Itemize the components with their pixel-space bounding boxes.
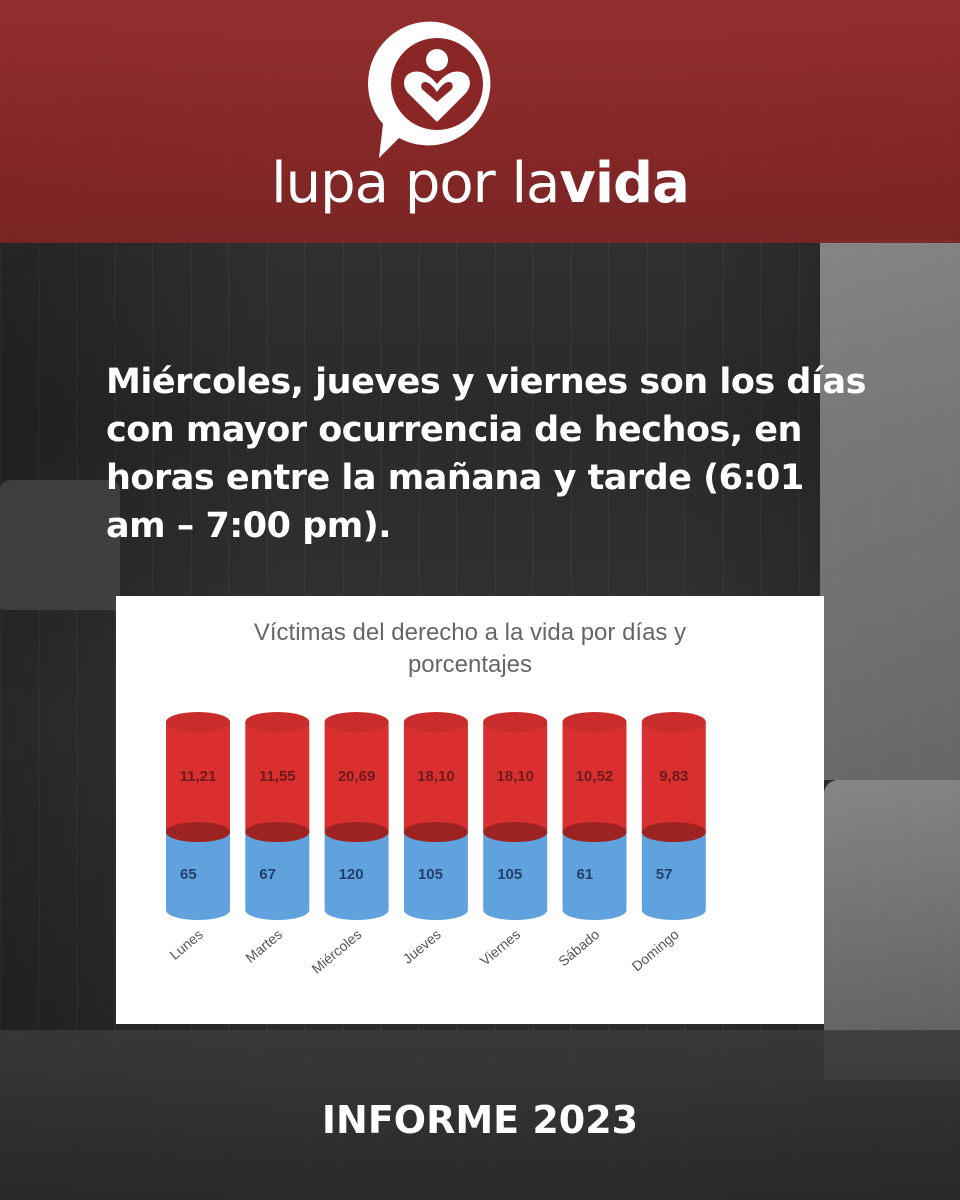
bar-blue-segment [483, 832, 548, 920]
bar-blue-segment [641, 832, 706, 920]
bar-blue-label: 57 [656, 866, 673, 883]
chart-title-line-1: Víctimas del derecho a la vida por días … [254, 619, 686, 646]
category-label: Sábado [555, 926, 602, 969]
background-house [820, 240, 960, 780]
bar-column-4: 18,10 105 Viernes [477, 712, 548, 969]
bar-blue-segment [324, 832, 389, 920]
bar-top-cap [403, 712, 468, 732]
bar-red-segment [562, 722, 627, 842]
bar-red-segment [483, 722, 548, 842]
bar-segment-joint [245, 822, 310, 842]
bar-blue-label: 61 [577, 866, 594, 883]
bar-red-segment [324, 722, 389, 842]
bar-red-label: 11,55 [259, 768, 296, 785]
bar-red-label: 11,21 [180, 768, 217, 785]
bars-group: 11,21 65 Lunes 11,55 67 Martes 20,69 120 Miércol… [166, 712, 706, 977]
bar-top-cap [641, 712, 706, 732]
bar-blue-segment [403, 832, 468, 920]
header-band [0, 0, 960, 243]
category-label: Jueves [400, 926, 444, 967]
bar-top-cap [562, 712, 627, 732]
category-label: Lunes [166, 926, 206, 963]
bar-segment-joint [403, 822, 468, 842]
bar-top-cap [483, 712, 548, 732]
bar-segment-joint [324, 822, 389, 842]
category-label: Viernes [477, 926, 523, 969]
bar-red-segment [245, 722, 310, 842]
bar-blue-segment [562, 832, 627, 920]
bar-column-6: 9,83 57 Domingo [629, 712, 706, 974]
bar-segment-joint [641, 822, 706, 842]
bar-red-label: 18,10 [417, 768, 455, 785]
bar-column-3: 18,10 105 Jueves [400, 712, 468, 967]
bar-blue-segment [245, 832, 310, 920]
bar-red-segment [166, 722, 230, 842]
category-label: Martes [242, 926, 285, 966]
brand-part-por-la: por la [404, 151, 561, 216]
brand-wordmark: lupa por lavida [0, 150, 960, 218]
bar-top-cap [324, 712, 389, 732]
brand-part-vida: vida [559, 151, 690, 216]
bar-blue-label: 67 [259, 866, 276, 883]
brand-part-lupa: lupa [271, 151, 389, 216]
category-label: Domingo [629, 926, 682, 974]
chart-title-line-2: porcentajes [408, 651, 532, 678]
bar-column-1: 11,55 67 Martes [242, 712, 310, 966]
bar-chart: Víctimas del derecho a la vida por días … [166, 619, 706, 977]
bar-red-label: 20,69 [338, 768, 376, 785]
bar-blue-label: 105 [418, 866, 443, 883]
bar-blue-segment [166, 832, 230, 920]
bar-column-0: 11,21 65 Lunes [166, 712, 230, 963]
bar-red-segment [403, 722, 468, 842]
bar-red-label: 18,10 [496, 768, 534, 785]
bar-segment-joint [483, 822, 548, 842]
bar-blue-label: 120 [339, 866, 364, 883]
brand-logo: lupa por lavida [0, 12, 960, 237]
bar-column-5: 10,52 61 Sábado [555, 712, 627, 969]
bar-red-label: 10,52 [576, 768, 614, 785]
bar-blue-label: 65 [180, 866, 197, 883]
headline: Miércoles, jueves y viernes son los días… [106, 362, 866, 546]
speech-bubble-heart-icon [368, 21, 491, 158]
bar-red-segment [641, 722, 706, 842]
footer-title: INFORME 2023 [321, 1098, 639, 1142]
chart-card: Víctimas del derecho a la vida por días … [116, 596, 824, 1024]
bar-column-2: 20,69 120 Miércoles [308, 712, 389, 977]
bar-segment-joint [562, 822, 627, 842]
bar-top-cap [166, 712, 230, 732]
background-street [0, 1030, 960, 1200]
category-label: Miércoles [308, 926, 364, 977]
bar-top-cap [245, 712, 310, 732]
background-car [0, 480, 120, 610]
bar-segment-joint [166, 822, 230, 842]
bar-red-label: 9,83 [659, 768, 688, 785]
bar-blue-label: 105 [497, 866, 522, 883]
